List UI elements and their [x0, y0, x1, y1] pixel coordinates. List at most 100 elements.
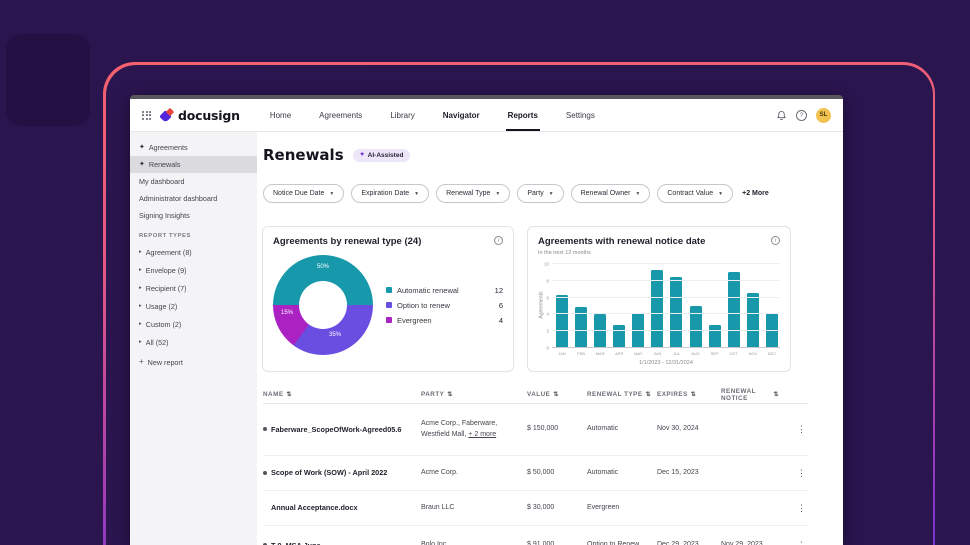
party-more-link[interactable]: + 2 more [468, 430, 497, 438]
nav-item-home[interactable]: Home [269, 110, 292, 120]
gridline [552, 347, 780, 348]
bar-series [556, 264, 778, 348]
sort-icon: ⇅ [286, 392, 293, 398]
filter-pill-notice-due-date[interactable]: Notice Due Date ▼ [263, 184, 345, 203]
renewal-notice-card-title: Agreements with renewal notice date [538, 236, 706, 247]
help-icon[interactable]: ? [796, 109, 807, 121]
sidebar-item-label: Administrator dashboard [139, 194, 218, 203]
chevron-right-icon: ▸ [139, 267, 142, 273]
column-header-label: EXPIRES [657, 391, 688, 398]
info-icon[interactable]: i [771, 236, 780, 245]
table-row[interactable]: Scope of Work (SOW) - April 2022 Acme Cor… [263, 456, 808, 491]
chevron-down-icon: ▼ [548, 190, 554, 197]
sidebar-item-custom-2[interactable]: ▸ Custom (2) [130, 315, 257, 333]
donut-chart-wrap: 50% 35% 15% Automatic renewal 12 Option to r… [273, 255, 503, 355]
column-header-renewal-type[interactable]: RENEWAL TYPE ⇅ [587, 391, 657, 398]
sidebar-item-usage-2[interactable]: ▸ Usage (2) [130, 297, 257, 315]
sidebar-new-report-button[interactable]: + New report [130, 353, 257, 371]
app-launcher-icon[interactable] [142, 110, 151, 120]
filter-pill-contract-value[interactable]: Contract Value ▼ [657, 184, 734, 203]
sidebar-item-renewals[interactable]: ✦ Renewals [130, 156, 257, 173]
plus-icon: + [139, 357, 144, 366]
cell-name: T-9. MSA June [263, 541, 421, 545]
sidebar-item-all-52[interactable]: ▸ All (52) [130, 333, 257, 351]
sidebar-item-agreements[interactable]: ✦ Agreements [130, 139, 257, 156]
chevron-right-icon: ▸ [139, 321, 142, 327]
user-avatar[interactable]: SL [816, 107, 831, 123]
cell-renewal-notice: Nov 29, 2023 [721, 541, 763, 545]
nav-item-library[interactable]: Library [390, 110, 415, 120]
row-actions-kebab-icon[interactable]: ⋮ [797, 424, 806, 434]
table-row[interactable]: Annual Acceptance.docx Braun LLC $ 30,000 E… [263, 491, 808, 526]
sidebar-item-label: Agreement (8) [145, 247, 192, 257]
filter-pill-expiration-date[interactable]: Expiration Date ▼ [351, 184, 430, 203]
chevron-down-icon: ▼ [495, 190, 501, 197]
sidebar: ✦ Agreements ✦ Renewals My dashboard Administ… [130, 132, 257, 545]
donut-segment-label: 35% [329, 332, 342, 338]
sidebar-section-label: REPORT TYPES [139, 233, 191, 239]
sidebar-item-agreement-8[interactable]: ▸ Agreement (8) [130, 243, 257, 261]
chevron-right-icon: ▸ [139, 285, 142, 291]
column-header-renewal-notice[interactable]: RENEWAL NOTICE ⇅ [721, 388, 779, 402]
docusign-logo[interactable]: docusign [159, 107, 240, 123]
row-actions-kebab-icon[interactable]: ⋮ [797, 467, 806, 478]
sidebar-item-administrator-dashboard[interactable]: Administrator dashboard [130, 190, 257, 207]
filters-more-link[interactable]: +2 More [742, 190, 769, 197]
page-title: Renewals [263, 146, 344, 164]
bar-jun[interactable] [651, 269, 664, 348]
donut-segment-label: 15% [281, 310, 294, 316]
sidebar-item-signing-insights[interactable]: Signing Insights [130, 207, 257, 224]
bar-apr[interactable] [613, 325, 626, 348]
legend-item-automatic-renewal: Automatic renewal 12 [386, 283, 503, 298]
bar-jan[interactable] [556, 295, 568, 348]
filter-pill-label: Party [527, 190, 544, 197]
filter-pill-label: Notice Due Date [273, 190, 325, 197]
sidebar-item-label: Usage (2) [145, 301, 178, 311]
cell-party: Bolo Inc. [421, 541, 449, 545]
nav-item-navigator[interactable]: Navigator [442, 110, 480, 120]
bar-x-labels: JAN FEB MAR APR MAY JUN JUL AUG SEP OCT NOV DEC [556, 351, 778, 356]
sidebar-item-label: Envelope (9) [145, 265, 187, 275]
bar-feb[interactable] [575, 306, 588, 348]
filter-pill-renewal-owner[interactable]: Renewal Owner ▼ [570, 184, 651, 203]
column-header-name[interactable]: NAME ⇅ [263, 391, 421, 398]
nav-item-agreements[interactable]: Agreements [319, 110, 363, 120]
legend-item-evergreen: Evergreen 4 [386, 313, 503, 328]
notifications-bell-icon[interactable] [776, 110, 787, 121]
column-header-party[interactable]: PARTY ⇅ [421, 391, 527, 398]
new-report-label: New report [147, 357, 183, 367]
bar-chart-subtitle: In the next 12 months [538, 250, 591, 256]
column-header-value[interactable]: VALUE ⇅ [527, 391, 587, 398]
x-tick-label: NOV [748, 351, 758, 356]
chevron-down-icon: ▼ [718, 190, 724, 197]
renewal-type-card-header: Agreements by renewal type (24) i [273, 236, 503, 247]
filter-bar: Notice Due Date ▼ Expiration Date ▼ Renewal … [263, 184, 769, 203]
chevron-down-icon: ▼ [414, 190, 420, 197]
nav-item-settings[interactable]: Settings [565, 110, 595, 120]
sidebar-item-label: Renewals [148, 160, 181, 169]
row-actions-kebab-icon[interactable]: ⋮ [797, 502, 806, 513]
legend-label: Automatic renewal [397, 285, 459, 295]
filter-pill-party[interactable]: Party ▼ [517, 184, 564, 203]
row-actions-kebab-icon[interactable]: ⋮ [797, 540, 806, 545]
bar-oct[interactable] [727, 271, 740, 348]
sidebar-item-envelope-9[interactable]: ▸ Envelope (9) [130, 261, 257, 279]
legend-swatch [386, 317, 392, 323]
column-header-expires[interactable]: EXPIRES ⇅ [657, 391, 721, 398]
bar-aug[interactable] [689, 306, 702, 348]
info-icon[interactable]: i [494, 236, 503, 245]
table-row[interactable]: Faberware_ScopeOfWork-Agreed05.6 Acme Cor… [263, 404, 808, 456]
nav-item-reports[interactable]: Reports [505, 100, 540, 131]
filter-pill-renewal-type[interactable]: Renewal Type ▼ [436, 184, 511, 203]
donut-segment-label: 50% [316, 264, 330, 270]
y-tick-label: 0 [546, 345, 549, 351]
sidebar-item-my-dashboard[interactable]: My dashboard [130, 173, 257, 190]
ai-sparkle-icon: ✦ [139, 161, 145, 168]
table-row[interactable]: T-9. MSA June Bolo Inc. $ 91,000 Option to … [263, 526, 808, 545]
donut-chart[interactable]: 50% 35% 15% [273, 255, 373, 355]
bar-sep[interactable] [708, 325, 721, 348]
bar-nov[interactable] [746, 292, 759, 348]
y-tick-label: 8 [546, 278, 549, 284]
sidebar-item-recipient-7[interactable]: ▸ Recipient (7) [130, 279, 257, 297]
